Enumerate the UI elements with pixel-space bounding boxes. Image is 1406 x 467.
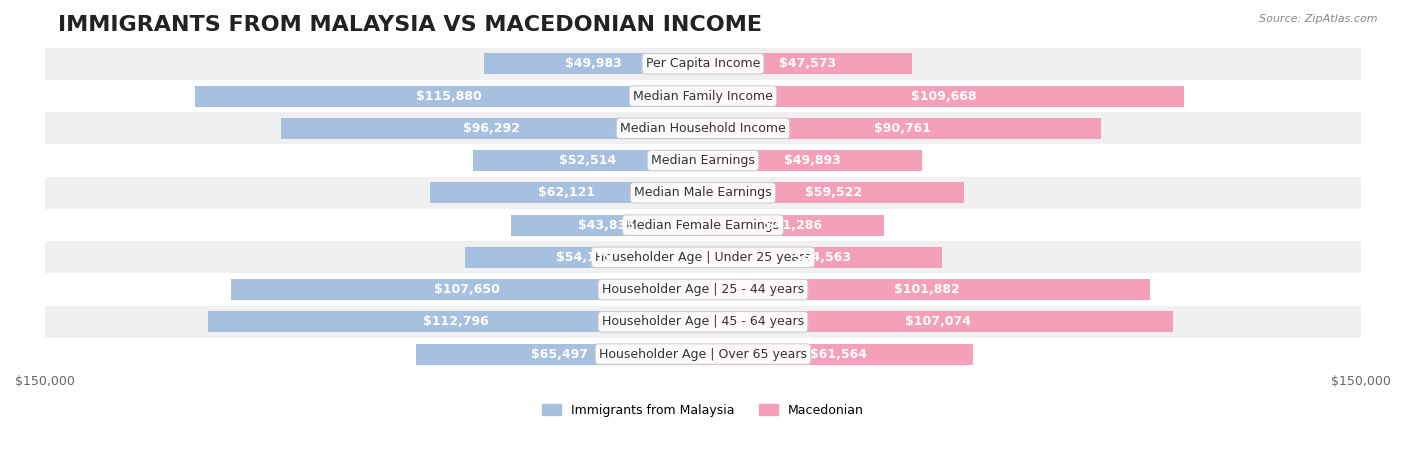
Bar xyxy=(45,144,1361,177)
Bar xyxy=(281,118,703,139)
Bar xyxy=(703,118,1101,139)
Bar xyxy=(45,273,1361,306)
Bar xyxy=(703,311,1173,333)
Text: Householder Age | Over 65 years: Householder Age | Over 65 years xyxy=(599,347,807,361)
Bar xyxy=(484,53,703,74)
Text: Median Household Income: Median Household Income xyxy=(620,122,786,135)
Bar xyxy=(208,311,703,333)
Text: $54,563: $54,563 xyxy=(794,251,851,264)
Text: Source: ZipAtlas.com: Source: ZipAtlas.com xyxy=(1260,14,1378,24)
Text: $61,564: $61,564 xyxy=(810,347,866,361)
Text: $54,179: $54,179 xyxy=(555,251,613,264)
Text: IMMIGRANTS FROM MALAYSIA VS MACEDONIAN INCOME: IMMIGRANTS FROM MALAYSIA VS MACEDONIAN I… xyxy=(58,15,762,35)
Text: Householder Age | 45 - 64 years: Householder Age | 45 - 64 years xyxy=(602,315,804,328)
Text: $107,074: $107,074 xyxy=(905,315,972,328)
Bar xyxy=(45,177,1361,209)
Bar xyxy=(703,247,942,268)
Text: Per Capita Income: Per Capita Income xyxy=(645,57,761,71)
Text: $109,668: $109,668 xyxy=(911,90,976,103)
Bar xyxy=(45,209,1361,241)
Bar xyxy=(430,182,703,203)
Text: $62,121: $62,121 xyxy=(538,186,595,199)
Bar xyxy=(45,306,1361,338)
Bar xyxy=(416,344,703,365)
Text: Median Male Earnings: Median Male Earnings xyxy=(634,186,772,199)
Bar xyxy=(703,182,965,203)
Bar xyxy=(45,80,1361,112)
Bar xyxy=(703,279,1150,300)
Bar xyxy=(45,338,1361,370)
Text: $96,292: $96,292 xyxy=(464,122,520,135)
Bar xyxy=(45,112,1361,144)
Text: Householder Age | 25 - 44 years: Householder Age | 25 - 44 years xyxy=(602,283,804,296)
Text: $59,522: $59,522 xyxy=(806,186,862,199)
Text: Median Earnings: Median Earnings xyxy=(651,154,755,167)
Bar xyxy=(194,85,703,106)
Text: Median Female Earnings: Median Female Earnings xyxy=(627,219,779,232)
Text: $101,882: $101,882 xyxy=(894,283,959,296)
Bar xyxy=(465,247,703,268)
Text: $47,573: $47,573 xyxy=(779,57,837,71)
Text: $43,835: $43,835 xyxy=(578,219,636,232)
Text: $41,286: $41,286 xyxy=(765,219,823,232)
Text: $52,514: $52,514 xyxy=(560,154,616,167)
Bar xyxy=(703,53,911,74)
Text: $107,650: $107,650 xyxy=(434,283,499,296)
Text: $112,796: $112,796 xyxy=(423,315,488,328)
Legend: Immigrants from Malaysia, Macedonian: Immigrants from Malaysia, Macedonian xyxy=(537,399,869,422)
Text: Householder Age | Under 25 years: Householder Age | Under 25 years xyxy=(595,251,811,264)
Bar xyxy=(45,48,1361,80)
Text: $65,497: $65,497 xyxy=(531,347,588,361)
Bar xyxy=(45,241,1361,273)
Bar xyxy=(703,85,1184,106)
Bar xyxy=(703,344,973,365)
Bar xyxy=(703,150,922,171)
Text: $49,983: $49,983 xyxy=(565,57,621,71)
Text: $90,761: $90,761 xyxy=(873,122,931,135)
Bar xyxy=(231,279,703,300)
Text: Median Family Income: Median Family Income xyxy=(633,90,773,103)
Text: $115,880: $115,880 xyxy=(416,90,482,103)
Bar xyxy=(703,214,884,235)
Text: $49,893: $49,893 xyxy=(785,154,841,167)
Bar xyxy=(472,150,703,171)
Bar xyxy=(510,214,703,235)
